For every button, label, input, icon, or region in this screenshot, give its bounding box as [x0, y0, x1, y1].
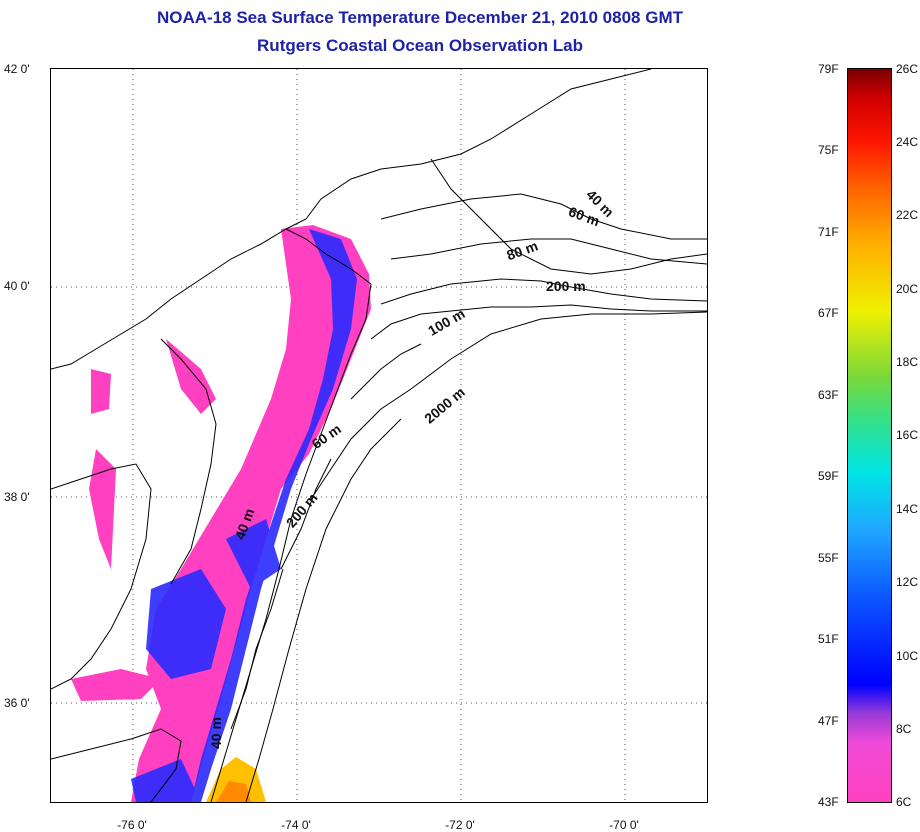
coastline — [51, 69, 707, 802]
bathymetry-contours — [230, 193, 707, 802]
colorbar-label-f: 67F — [818, 306, 839, 320]
colorbar-label-c: 6C — [896, 795, 912, 809]
sst-map: 40 m 60 m 80 m 100 m 200 m 2000 m 60 m 2… — [50, 68, 708, 803]
contour-label-40m-south: 40 m — [208, 717, 224, 749]
map-grid — [51, 69, 707, 802]
colorbar-label-c: 18C — [896, 355, 919, 369]
colorbar-label-f: 71F — [818, 225, 839, 239]
sst-cool-water — [131, 229, 357, 802]
colorbar-label-f: 75F — [818, 143, 839, 157]
colorbar-label-f: 43F — [818, 795, 839, 809]
colorbar-label-f: 79F — [818, 62, 839, 76]
colorbar-label-f: 51F — [818, 632, 839, 646]
contour-label-100m: 100 m — [425, 305, 467, 339]
lat-label-38: 38 0' — [4, 490, 30, 504]
colorbar-label-c: 8C — [896, 722, 912, 736]
colorbar-label-c: 16C — [896, 428, 919, 442]
lat-label-36: 36 0' — [4, 696, 30, 710]
contour-label-200m-north: 200 m — [546, 278, 586, 294]
map-subtitle: Rutgers Coastal Ocean Observation Lab — [257, 36, 583, 55]
colorbar-label-f: 47F — [818, 714, 839, 728]
colorbar-label-c: 20C — [896, 282, 919, 296]
lat-label-40: 40 0' — [4, 279, 30, 293]
colorbar-label-c: 26C — [896, 62, 919, 76]
colorbar-label-c: 24C — [896, 135, 919, 149]
lon-label-70: -70 0' — [609, 818, 639, 832]
contour-label-2000m: 2000 m — [421, 384, 468, 427]
colorbar-label-c: 22C — [896, 208, 919, 222]
lon-label-74: -74 0' — [281, 818, 311, 832]
colorbar-label-c: 14C — [896, 502, 919, 516]
colorbar-label-c: 12C — [896, 575, 919, 589]
lon-label-76: -76 0' — [117, 818, 147, 832]
colorbar-label-c: 10C — [896, 649, 919, 663]
lat-label-42: 42 0' — [4, 62, 30, 76]
temperature-colorbar — [847, 68, 892, 803]
map-title: NOAA-18 Sea Surface Temperature December… — [157, 8, 683, 27]
colorbar-label-f: 55F — [818, 551, 839, 565]
lon-label-72: -72 0' — [445, 818, 475, 832]
colorbar-label-f: 59F — [818, 469, 839, 483]
sst-warm-water — [206, 757, 266, 802]
colorbar-label-f: 63F — [818, 388, 839, 402]
